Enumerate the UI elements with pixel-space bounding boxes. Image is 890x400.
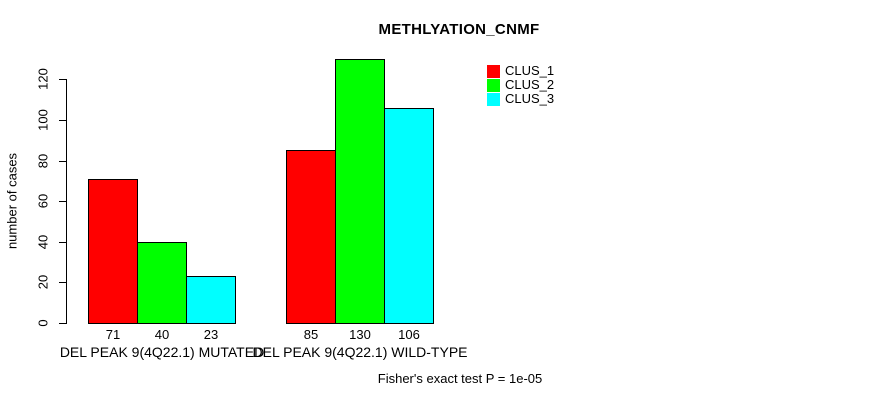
legend-swatch-icon xyxy=(487,78,500,92)
y-tick xyxy=(59,282,66,283)
chart-title: METHLYATION_CNMF xyxy=(378,21,540,38)
legend-item-clus_1: CLUS_1 xyxy=(487,64,554,78)
y-tick-label: 120 xyxy=(35,68,51,90)
y-axis-label: number of cases xyxy=(4,152,20,250)
legend-label: CLUS_3 xyxy=(505,91,555,106)
y-tick xyxy=(59,323,66,324)
bar-clus_1-group2 xyxy=(286,150,336,324)
y-tick-label: 40 xyxy=(35,234,51,250)
bar-clus_3-group1 xyxy=(186,276,236,324)
x-category-label-1: DEL PEAK 9(4Q22.1) MUTATED xyxy=(59,344,265,360)
bar-clus_2-group1 xyxy=(137,242,187,324)
y-tick xyxy=(59,161,66,162)
bar-value-label: 85 xyxy=(303,327,319,342)
x-category-label-2: DEL PEAK 9(4Q22.1) WILD-TYPE xyxy=(252,344,468,360)
bar-value-label: 23 xyxy=(203,327,219,342)
legend-label: CLUS_1 xyxy=(505,63,555,78)
y-tick xyxy=(59,79,66,80)
y-axis-line xyxy=(66,79,67,324)
y-tick-label: 0 xyxy=(35,319,51,327)
bar-value-label: 130 xyxy=(349,327,371,342)
y-tick xyxy=(59,242,66,243)
bar-value-label: 106 xyxy=(398,327,420,342)
bar-clus_1-group1 xyxy=(88,179,138,324)
legend-swatch-icon xyxy=(487,64,500,78)
annotation-fisher-test: Fisher's exact test P = 1e-05 xyxy=(377,371,543,386)
bar-value-label: 71 xyxy=(105,327,121,342)
legend: CLUS_1 CLUS_2 CLUS_3 xyxy=(487,64,554,106)
legend-item-clus_2: CLUS_2 xyxy=(487,78,554,92)
y-tick xyxy=(59,201,66,202)
legend-item-clus_3: CLUS_3 xyxy=(487,92,554,106)
bar-clus_2-group2 xyxy=(335,59,385,324)
legend-label: CLUS_2 xyxy=(505,77,555,92)
y-tick-label: 80 xyxy=(35,153,51,169)
bar-value-label: 40 xyxy=(154,327,170,342)
bar-clus_3-group2 xyxy=(384,108,434,324)
y-tick-label: 20 xyxy=(35,274,51,290)
y-tick-label: 100 xyxy=(35,109,51,131)
y-tick xyxy=(59,120,66,121)
y-tick-label: 60 xyxy=(35,193,51,209)
legend-swatch-icon xyxy=(487,92,500,106)
